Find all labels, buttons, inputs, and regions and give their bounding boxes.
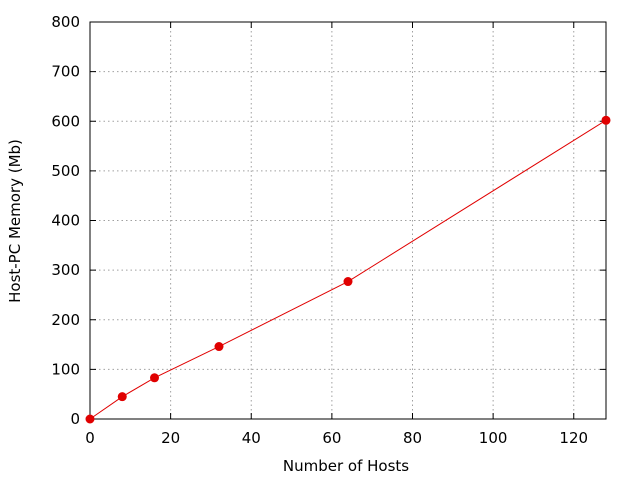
y-tick-label: 500 — [51, 162, 80, 180]
data-point — [117, 392, 127, 402]
data-point — [150, 373, 159, 383]
y-tick-label: 100 — [51, 360, 80, 378]
data-point — [214, 342, 224, 352]
y-tick-label: 300 — [51, 261, 80, 279]
x-tick-label: 60 — [322, 429, 341, 447]
x-tick-label: 80 — [403, 429, 422, 447]
x-tick-label: 120 — [559, 429, 588, 447]
data-point — [343, 277, 353, 287]
y-tick-label: 800 — [51, 13, 80, 31]
x-axis-title: Number of Hosts — [283, 457, 409, 475]
y-tick-label: 600 — [51, 112, 80, 130]
x-tick-label: 20 — [161, 429, 180, 447]
y-tick-label: 200 — [51, 311, 80, 329]
data-point — [85, 414, 95, 424]
data-point — [601, 115, 611, 125]
y-tick-label: 400 — [51, 212, 80, 230]
axes: 0 20 40 60 80 100 120 0 100 200 300 400 500 600 700 800 — [51, 13, 607, 447]
series-layer — [85, 115, 611, 424]
x-tick-label: 40 — [242, 429, 261, 447]
x-tick-label: 100 — [479, 429, 508, 447]
y-tick-label: 0 — [70, 410, 80, 428]
x-tick-label: 0 — [85, 429, 95, 447]
y-axis-title: Host-PC Memory (Mb) — [6, 139, 24, 303]
y-tick-label: 700 — [51, 63, 80, 81]
series-line — [89, 119, 607, 420]
grid — [90, 22, 606, 419]
